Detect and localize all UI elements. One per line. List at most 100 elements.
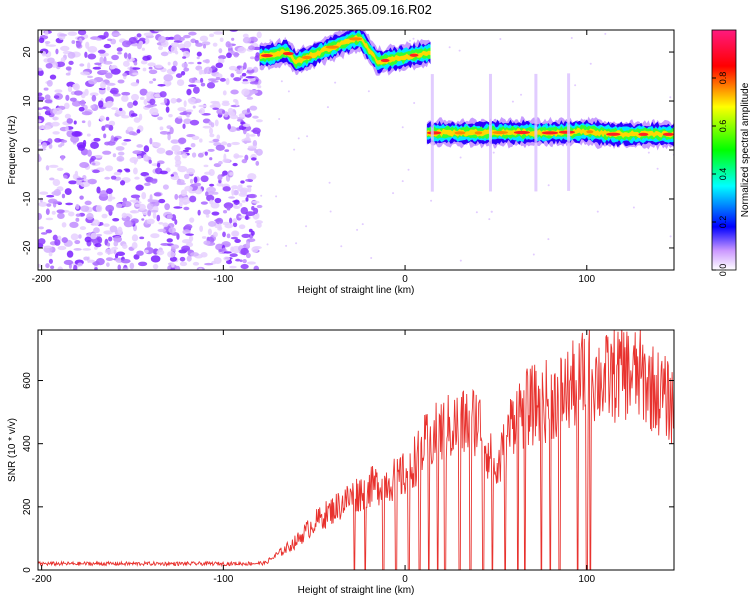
spectrogram-noise-blob [213,257,222,265]
spectrogram-noise-blob [80,181,90,188]
spectrogram-noise-blob [38,69,44,76]
spectrogram-noise-blob [64,188,72,195]
spectrogram-noise-blob [221,109,225,114]
spectrogram-noise-blob [167,133,171,141]
spectrogram-noise-blob [113,235,122,243]
spectrogram-noise-blob [230,236,239,240]
spectrogram-noise-blob [165,167,171,173]
spectrogram-noise-blob [248,45,255,51]
spectrogram-noise-blob [130,93,140,101]
spectrogram-noise-blob [186,255,192,262]
spectrogram-noise-blob [78,234,82,239]
spectrogram-y-tick-label: 10 [22,95,33,107]
spectrogram-noise-blob [92,162,96,166]
spectrogram-noise-blob [208,127,214,135]
spectrogram-noise-blob [90,155,96,161]
spectrogram-noise-blob [205,191,209,197]
spectrogram-noise-blob [90,104,95,109]
spectrogram-noise-blob [60,155,65,161]
spectrogram-noise-blob [78,106,85,112]
spectrogram-noise-blob [74,170,79,177]
spectrogram-noise-blob [152,78,157,82]
spectrogram-speck [407,168,410,171]
spectrogram-noise-blob [94,267,98,270]
spectrogram-noise-blob [85,41,90,49]
spectrogram-noise-blob [200,175,209,183]
spectrogram-noise-blob [245,75,255,79]
spectrogram-noise-blob [122,60,130,67]
spectrogram-noise-blob [227,123,231,130]
spectrogram-noise-blob [239,75,243,79]
spectrogram-noise-blob [223,202,234,209]
spectrogram-noise-blob [87,120,92,128]
spectrogram-noise-blob [145,91,156,99]
snr-y-tick-label: 400 [22,435,33,452]
spectrogram-noise-blob [199,35,209,42]
spectrogram-noise-blob [166,214,173,220]
spectrogram-noise-blob [130,67,141,70]
spectrogram-noise-blob [143,154,149,161]
spectrogram-noise-blob [113,240,119,247]
spectrogram-noise-blob [158,198,166,204]
spectrogram-noise-blob [241,200,246,203]
spectrogram-hotspot [558,130,575,134]
spectrogram-noise-blob [77,30,87,36]
spectrogram-speck [367,90,370,93]
spectrogram-noise-blob [177,165,188,173]
spectrogram-noise-blob [170,267,176,270]
spectrogram-noise-blob [217,58,225,64]
spectrogram-noise-blob [70,233,79,241]
spectrogram-noise-blob [227,107,234,115]
spectrogram-noise-blob [91,94,97,102]
spectrogram-noise-blob [179,256,186,262]
spectrogram-noise-blob [87,149,92,157]
spectrogram-noise-blob [106,262,110,267]
spectrogram-noise-blob [215,77,221,81]
spectrogram-noise-blob [214,197,222,204]
spectrogram-smear [488,73,492,192]
spectrogram-noise-blob [230,112,235,116]
spectrogram-noise-blob [159,130,169,135]
spectrogram-noise-blob [152,263,159,270]
spectrogram-noise-blob [44,30,49,37]
spectrogram-noise-blob [154,142,161,148]
spectrogram-noise-blob [45,165,50,171]
spectrogram-noise-blob [144,182,151,187]
spectrogram-noise-blob [116,155,125,162]
spectrogram-speck [459,259,462,262]
spectrogram-noise-blob [130,218,139,224]
spectrogram-speck [408,39,411,42]
spectrogram-noise-blob [80,205,90,212]
spectrogram-noise-blob [197,152,204,158]
spectrogram-noise-blob [67,86,73,93]
snr-y-tick-label: 200 [22,498,33,515]
spectrogram-noise-blob [231,37,235,41]
spectrogram-noise-blob [247,173,257,181]
spectrogram-noise-blob [222,90,227,96]
spectrogram-speck [570,37,573,40]
snr-y-ticks: 0 200 400 600 [22,372,674,573]
spectrogram-noise-blob [228,196,235,199]
spectrogram-noise-blob [239,188,248,196]
spectrogram-speck [448,46,451,49]
spectrogram-noise-blob [76,177,85,181]
spectrogram-noise-blob [138,261,148,267]
spectrogram-noise-blob [106,82,116,86]
spectrogram-hotspot [282,51,294,56]
spectrogram-noise-blob [49,74,57,80]
spectrogram-noise-blob [156,249,165,256]
spectrogram-speck [260,194,263,197]
spectrogram-noise-blob [61,139,68,143]
spectrogram-noise-blob [146,240,151,249]
spectrogram-noise-blob [75,203,80,210]
spectrogram-noise-blob [113,249,117,255]
spectrogram-noise-blob [163,97,168,104]
spectrogram-noise-blob [52,107,63,115]
spectrogram-speck [392,192,395,195]
spectrogram-noise-blob [121,91,131,96]
spectrogram-noise-blob [212,107,219,111]
spectrogram-speck [459,156,462,159]
spectrogram-noise-blob [84,51,88,58]
spectrogram-noise-blob [136,43,142,50]
spectrogram-noise-blob [207,228,212,236]
